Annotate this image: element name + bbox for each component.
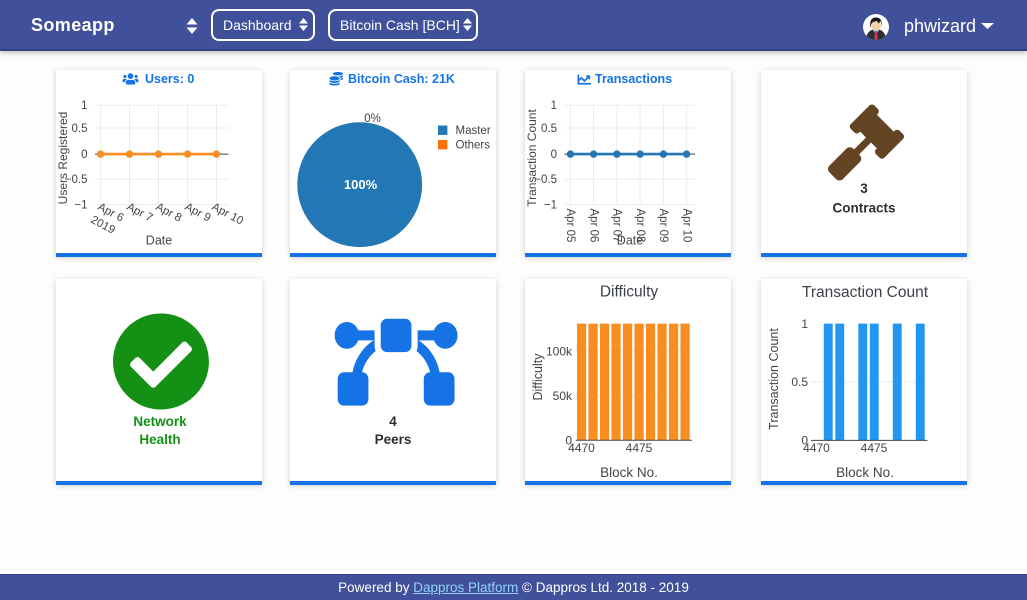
svg-text:0: 0 (551, 149, 557, 161)
svg-text:Difficulty: Difficulty (600, 284, 659, 301)
svg-text:0: 0 (565, 434, 572, 448)
svg-text:Network: Network (133, 414, 187, 429)
svg-text:Block No.: Block No. (600, 465, 658, 480)
svg-text:Difficulty: Difficulty (531, 353, 545, 401)
svg-text:Health: Health (139, 432, 180, 447)
svg-text:0%: 0% (364, 113, 381, 125)
svg-text:0.5: 0.5 (791, 375, 808, 389)
svg-text:Transaction Count: Transaction Count (525, 109, 539, 207)
svg-text:−0.5: −0.5 (65, 174, 88, 186)
svg-text:−1: −1 (544, 199, 557, 211)
svg-text:−0.5: −0.5 (534, 174, 557, 186)
svg-text:1: 1 (551, 100, 557, 112)
svg-text:50k: 50k (553, 389, 573, 403)
svg-text:Bitcoin Cash: 21K: Bitcoin Cash: 21K (348, 72, 455, 86)
svg-text:0: 0 (81, 149, 87, 161)
svg-text:Transaction Count: Transaction Count (767, 328, 781, 430)
svg-text:Transactions: Transactions (595, 72, 672, 86)
svg-text:−1: −1 (74, 199, 87, 211)
svg-text:Block No.: Block No. (836, 465, 894, 480)
svg-text:Users Registered: Users Registered (56, 112, 70, 205)
svg-text:Transaction Count: Transaction Count (802, 284, 929, 301)
svg-text:4: 4 (389, 414, 397, 429)
svg-text:Master: Master (456, 125, 491, 137)
svg-text:Apr 06: Apr 06 (587, 209, 599, 243)
svg-text:Apr 05: Apr 05 (564, 209, 576, 243)
svg-text:0: 0 (801, 434, 808, 448)
svg-text:100k: 100k (546, 344, 573, 358)
svg-text:Others: Others (456, 140, 491, 152)
svg-text:0.5: 0.5 (541, 123, 557, 135)
svg-text:Users: 0: Users: 0 (145, 72, 194, 86)
svg-text:Apr 08: Apr 08 (634, 209, 646, 243)
svg-text:Contracts: Contracts (832, 201, 895, 216)
svg-text:1: 1 (81, 100, 87, 112)
svg-text:Date: Date (146, 234, 172, 248)
svg-text:3: 3 (860, 181, 868, 196)
svg-text:1: 1 (801, 317, 808, 331)
svg-text:Apr 09: Apr 09 (657, 209, 669, 243)
svg-text:100%: 100% (344, 177, 378, 192)
svg-text:Peers: Peers (375, 432, 412, 447)
svg-text:4470: 4470 (568, 441, 595, 455)
svg-text:4470: 4470 (803, 441, 830, 455)
svg-text:4475: 4475 (626, 441, 653, 455)
svg-text:Apr 10: Apr 10 (680, 209, 692, 243)
svg-text:Date: Date (617, 234, 643, 248)
svg-text:4475: 4475 (861, 441, 888, 455)
svg-text:0.5: 0.5 (72, 123, 88, 135)
svg-text:Apr 07: Apr 07 (611, 209, 623, 243)
